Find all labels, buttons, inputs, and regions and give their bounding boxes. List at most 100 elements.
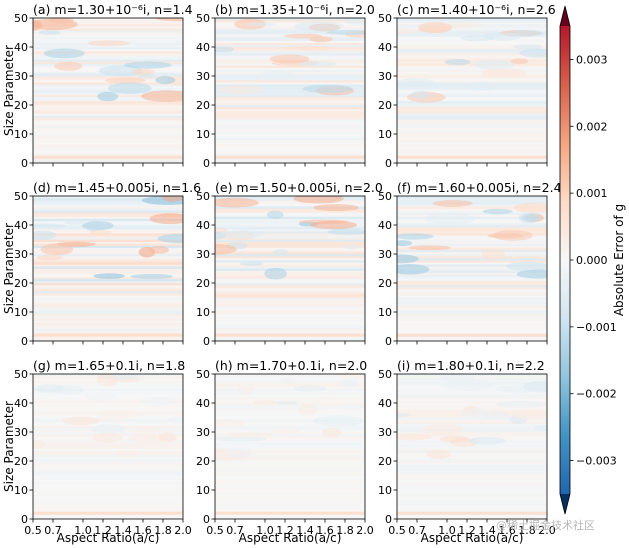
y-tick-label: 0 [385, 335, 392, 348]
panel-frame [214, 17, 366, 164]
x-tick-label: 0.5 [206, 524, 224, 537]
x-tick-label: 0.5 [388, 524, 406, 537]
y-tick-label: 30 [378, 426, 392, 439]
y-tick-label: 30 [14, 426, 28, 439]
y-tick-label: 40 [14, 397, 28, 410]
y-tick-label: 10 [378, 306, 392, 319]
panel-frame [214, 373, 366, 520]
y-tick-label: 0 [21, 335, 28, 348]
y-tick-label: 40 [378, 397, 392, 410]
x-tick-label: 0.7 [44, 524, 62, 537]
x-tick-label: 1.0 [74, 524, 92, 537]
y-tick-label: 50 [14, 190, 28, 203]
heatmap-c [397, 18, 547, 163]
panel-frame [396, 373, 548, 520]
x-tick-label: 1.8 [336, 524, 354, 537]
y-tick-label: 10 [14, 306, 28, 319]
y-tick-label: 50 [378, 190, 392, 203]
y-tick-label: 30 [14, 70, 28, 83]
heatmap-b [215, 18, 365, 163]
panel-b: (b) m=1.35+10⁻⁶i, n=2.0 0 10 20 30 40 50 [196, 2, 375, 170]
x-tick-label: 1.0 [256, 524, 274, 537]
panel-e: (e) m=1.50+0.005i, n=2.0 0 10 20 30 40 50 [196, 180, 383, 348]
y-tick-label: 0 [203, 157, 210, 170]
y-tick-label: 40 [196, 397, 210, 410]
x-tick-label: 1.2 [458, 524, 476, 537]
panel-g: (g) m=1.65+0.1i, n=1.8 0 10 20 30 40 50 0.5 0.7 1… [2, 358, 192, 545]
colorbar-outline [559, 5, 571, 515]
colorbar-extend-over [560, 6, 570, 26]
colorbar-label: Absolute Error of g [612, 204, 626, 316]
colorbar-tick-label: 0.001 [576, 187, 608, 200]
y-tick-label: 40 [378, 219, 392, 232]
x-axis-label: Aspect Ratio(a/c) [239, 531, 342, 545]
y-tick-label: 20 [378, 455, 392, 468]
x-tick-label: 1.4 [478, 524, 496, 537]
y-tick-label: 30 [196, 426, 210, 439]
colorbar-tick-label: −0.002 [576, 388, 617, 401]
panel-title: (g) m=1.65+0.1i, n=1.8 [33, 358, 185, 373]
y-axis-label: Size Parameter [2, 45, 16, 136]
x-tick-label: 1.6 [134, 524, 152, 537]
colorbar-tick-label: −0.003 [576, 455, 617, 468]
y-tick-label: 20 [14, 455, 28, 468]
panel-a: (a) m=1.30+10⁻⁶i, n=1.4 0 10 20 30 40 50 Size P… [2, 2, 193, 170]
x-tick-label: 1.8 [154, 524, 172, 537]
y-axis-label: Size Parameter [2, 401, 16, 492]
x-axis-label: Aspect Ratio(a/c) [421, 531, 524, 545]
panels-grid: (a) m=1.30+10⁻⁶i, n=1.4 0 10 20 30 40 50 Size P… [2, 2, 562, 545]
panel-frame [32, 195, 184, 342]
y-tick-label: 0 [21, 513, 28, 526]
x-tick-label: 2.0 [174, 524, 192, 537]
y-tick-label: 20 [378, 99, 392, 112]
colorbar-tick-label: −0.001 [576, 321, 617, 334]
x-tick-label: 1.2 [94, 524, 112, 537]
heatmap-d [33, 196, 183, 341]
y-tick-label: 20 [14, 277, 28, 290]
x-tick-label: 1.2 [276, 524, 294, 537]
y-tick-label: 50 [378, 12, 392, 25]
panel-title: (b) m=1.35+10⁻⁶i, n=2.0 [215, 2, 375, 17]
y-tick-label: 20 [378, 277, 392, 290]
panel-frame [32, 17, 184, 164]
heatmap-e [215, 196, 365, 341]
y-tick-label: 10 [378, 484, 392, 497]
y-tick-label: 40 [378, 41, 392, 54]
y-tick-label: 40 [196, 219, 210, 232]
x-tick-label: 1.6 [498, 524, 516, 537]
y-tick-label: 0 [385, 157, 392, 170]
panel-title: (a) m=1.30+10⁻⁶i, n=1.4 [33, 2, 193, 17]
y-tick-label: 50 [14, 12, 28, 25]
y-tick-label: 30 [14, 248, 28, 261]
y-tick-label: 40 [14, 219, 28, 232]
x-tick-label: 1.6 [316, 524, 334, 537]
panel-frame [214, 195, 366, 342]
panel-frame [396, 195, 548, 342]
y-tick-label: 10 [378, 128, 392, 141]
y-tick-label: 20 [196, 277, 210, 290]
heatmap-h [215, 374, 365, 519]
y-tick-label: 50 [196, 368, 210, 381]
y-tick-label: 30 [196, 70, 210, 83]
heatmap-g [33, 374, 183, 519]
heatmap-a [33, 18, 183, 163]
y-tick-label: 30 [196, 248, 210, 261]
y-axis-label: Size Parameter [2, 223, 16, 314]
colorbar-tick-label: 0.003 [576, 53, 608, 66]
x-tick-label: 2.0 [538, 524, 556, 537]
x-axis-label: Aspect Ratio(a/c) [57, 531, 160, 545]
panel-d: (d) m=1.45+0.005i, n=1.6 0 10 20 30 40 50 Size … [2, 180, 201, 348]
x-tick-label: 1.0 [438, 524, 456, 537]
panel-frame [396, 17, 548, 164]
colorbar-tick-label: 0.000 [576, 254, 608, 267]
panel-f: (f) m=1.60+0.005i, n=2.4 0 10 20 30 40 50 [378, 180, 562, 348]
x-tick-label: 0.7 [408, 524, 426, 537]
y-tick-label: 0 [203, 513, 210, 526]
y-tick-label: 10 [196, 484, 210, 497]
heatmap-f [397, 196, 547, 341]
panel-c: (c) m=1.40+10⁻⁶i, n=2.6 0 10 20 30 40 50 [378, 2, 556, 170]
panel-i: (i) m=1.80+0.1i, n=2.2 0 10 20 30 40 50 0.5 0.7 1… [378, 358, 556, 545]
y-tick-label: 0 [385, 513, 392, 526]
panel-frame [32, 373, 184, 520]
watermark: @稀土掘金技术社区 [496, 518, 595, 532]
